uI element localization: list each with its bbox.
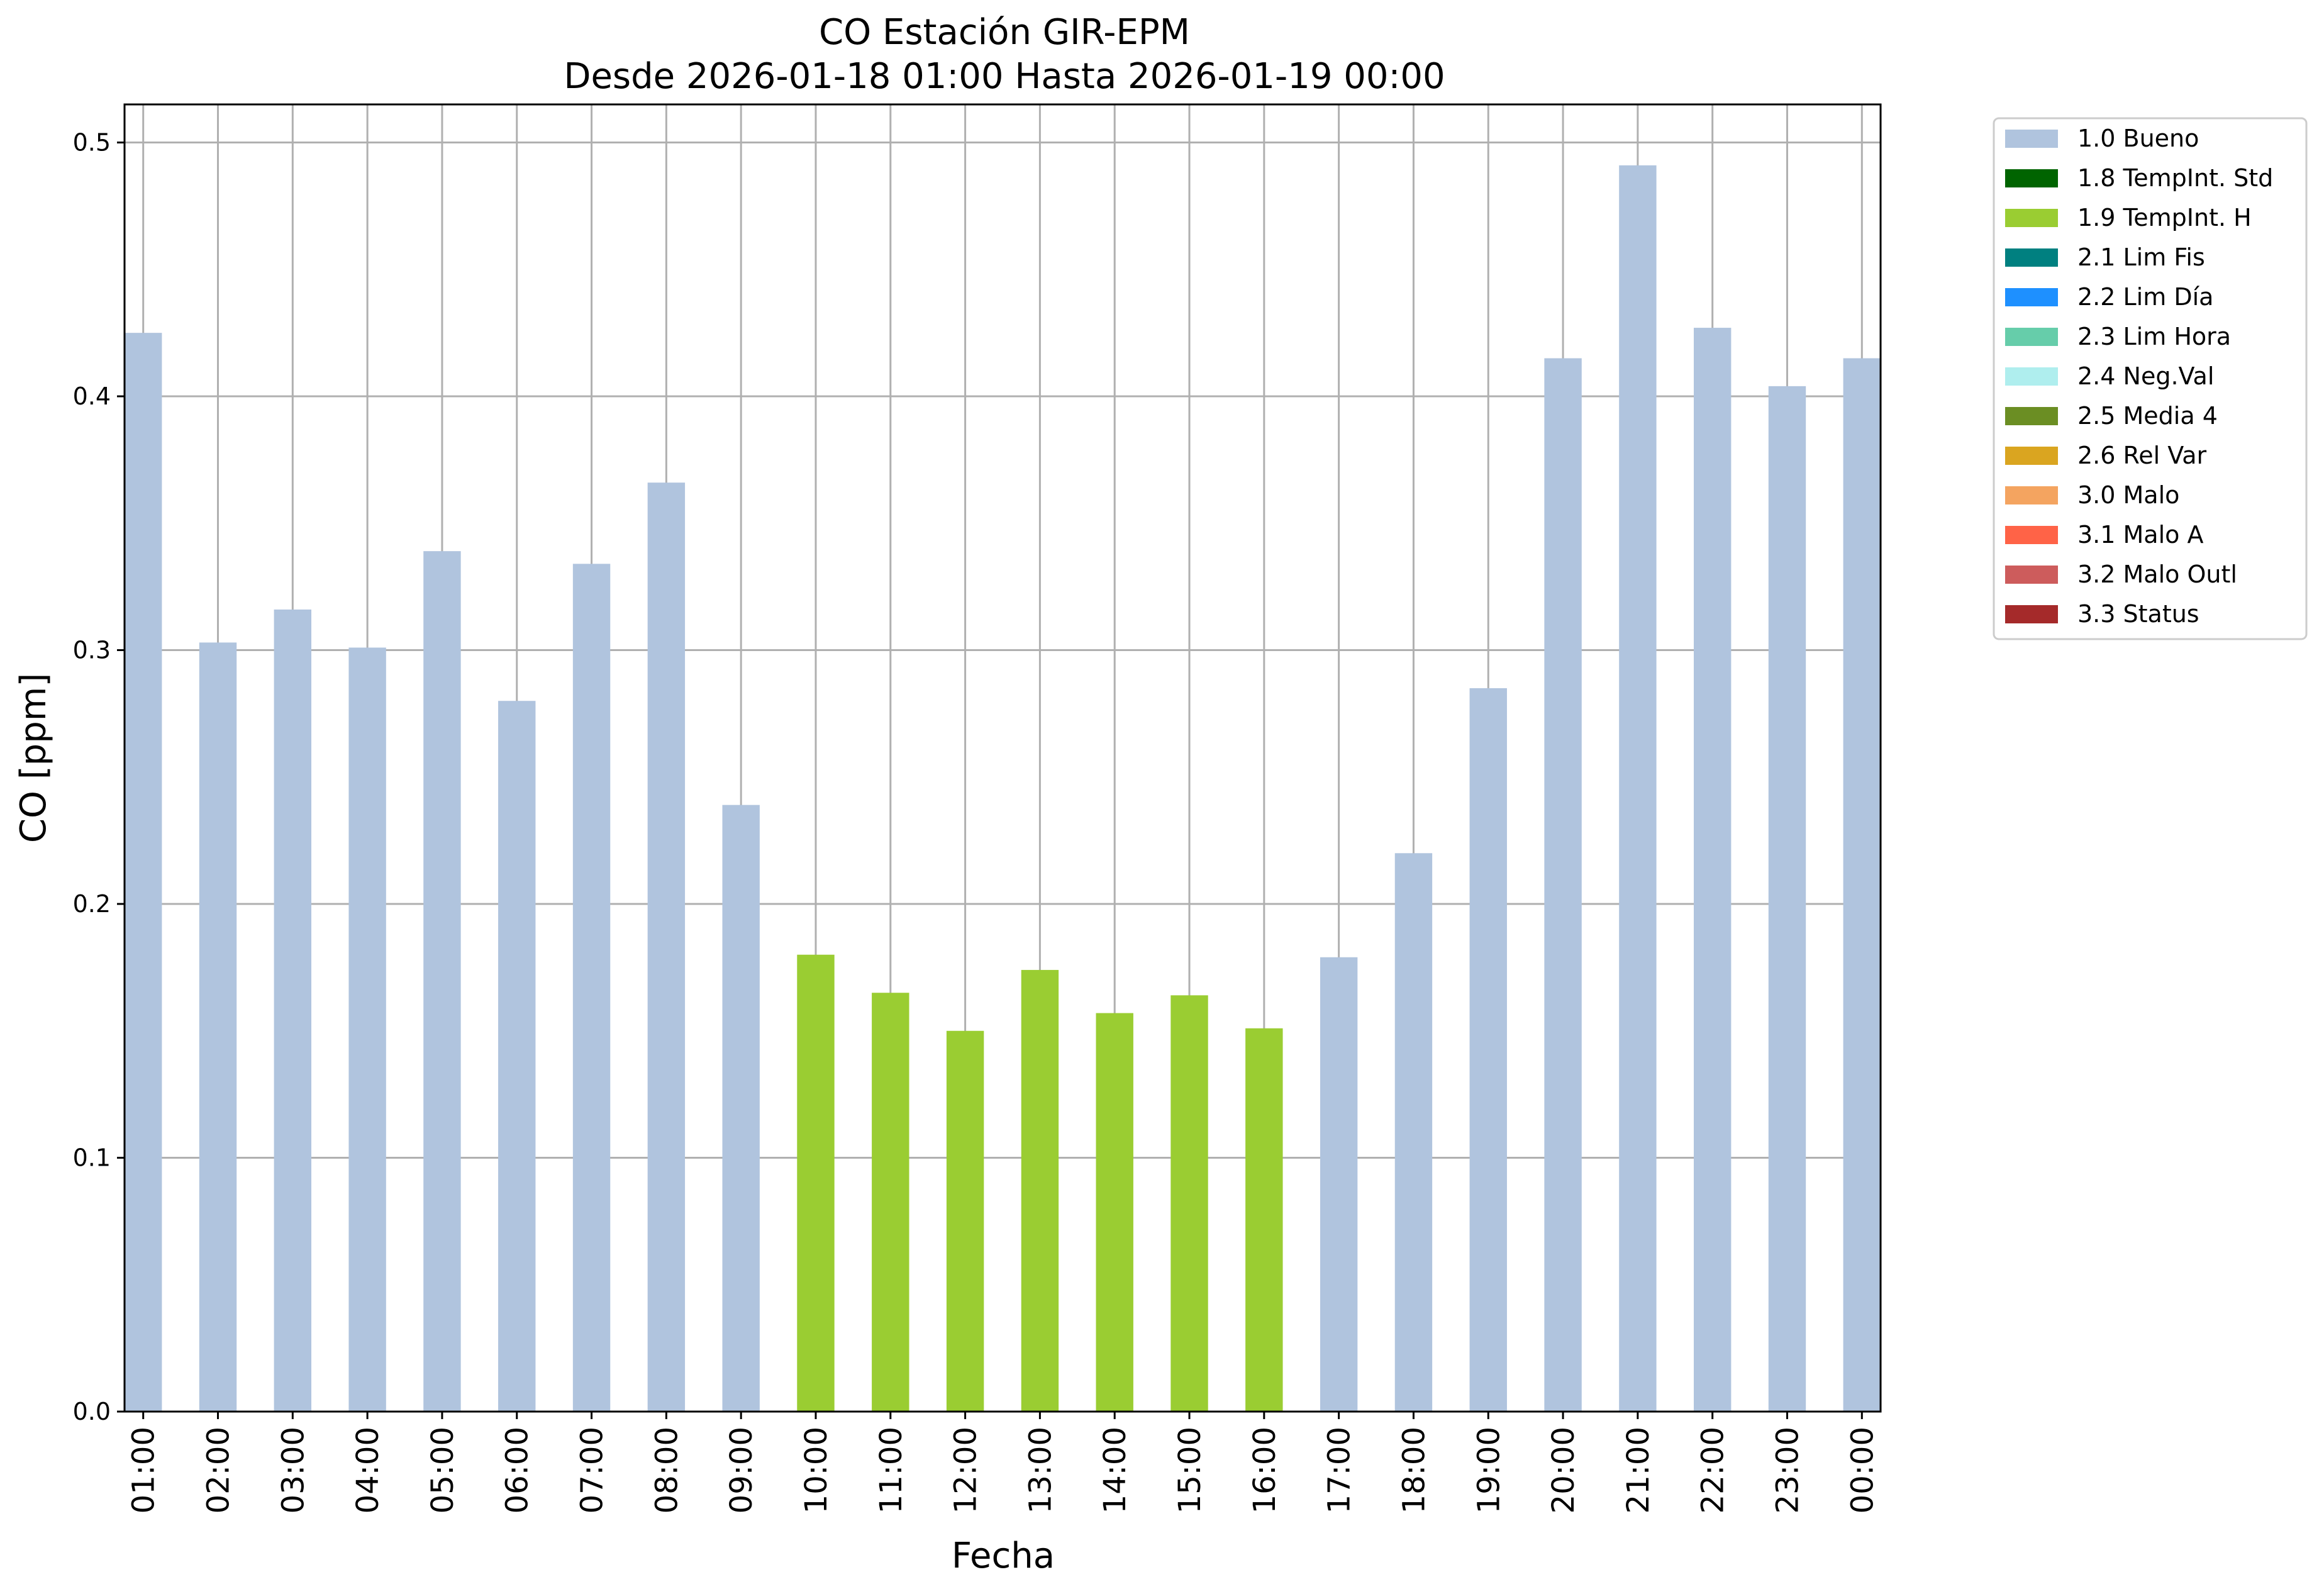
bar (125, 333, 162, 1412)
bar (274, 609, 312, 1412)
y-axis-label: CO [ppm] (13, 673, 54, 843)
bar (423, 551, 461, 1412)
x-tick-label: 03:00 (275, 1427, 311, 1513)
x-tick-label: 21:00 (1621, 1427, 1656, 1513)
y-tick-label: 0.4 (73, 382, 111, 410)
legend-swatch (2005, 407, 2058, 425)
x-tick-label: 10:00 (799, 1427, 834, 1513)
bar (1768, 386, 1806, 1412)
chart-title: CO Estación GIR-EPM (819, 12, 1190, 53)
bar (946, 1030, 984, 1412)
legend-label: 2.5 Media 4 (2077, 402, 2218, 430)
x-tick-label: 18:00 (1396, 1427, 1432, 1513)
bar (1170, 995, 1208, 1412)
x-tick-label: 01:00 (126, 1427, 162, 1513)
bar (1320, 957, 1358, 1412)
bar (572, 564, 611, 1412)
x-axis-label: Fecha (952, 1535, 1055, 1576)
bar (1096, 1013, 1133, 1412)
legend-swatch (2005, 447, 2058, 465)
bar (722, 805, 760, 1412)
legend-label: 3.3 Status (2077, 600, 2199, 628)
legend-swatch (2005, 328, 2058, 346)
bar (647, 482, 686, 1412)
legend-swatch (2005, 605, 2058, 623)
x-tick-label: 14:00 (1098, 1427, 1133, 1513)
bar (199, 642, 237, 1412)
legend: 1.0 Bueno 1.8 TempInt. Std 1.9 TempInt. H 2… (1993, 117, 2308, 640)
y-tick-label: 0.2 (73, 890, 111, 918)
plot-frame (123, 103, 1882, 1413)
y-tick-label: 0.3 (73, 637, 111, 664)
x-tick-label: 17:00 (1322, 1427, 1357, 1513)
bar (797, 954, 835, 1412)
x-tick-label: 22:00 (1696, 1427, 1731, 1513)
bars (125, 165, 1881, 1412)
legend-label: 1.0 Bueno (2077, 125, 2199, 152)
y-tick-label: 0.5 (73, 129, 111, 157)
x-tick-label: 19:00 (1471, 1427, 1506, 1513)
legend-label: 2.2 Lim Día (2077, 283, 2213, 311)
legend-swatch (2005, 248, 2058, 267)
legend-swatch (2005, 288, 2058, 306)
legend-label: 1.9 TempInt. H (2077, 204, 2252, 231)
y-tick-label: 0.0 (73, 1398, 111, 1425)
legend-swatch (2005, 169, 2058, 187)
legend-label: 1.8 TempInt. Std (2077, 164, 2273, 192)
x-tick-label: 06:00 (500, 1427, 535, 1513)
y-tick-label: 0.1 (73, 1144, 111, 1172)
legend-label: 3.2 Malo Outl (2077, 560, 2237, 588)
x-tick-label: 20:00 (1546, 1427, 1581, 1513)
x-tick-label: 16:00 (1247, 1427, 1282, 1513)
x-tick-label: 04:00 (350, 1427, 386, 1513)
legend-label: 3.1 Malo A (2077, 521, 2203, 549)
bar (348, 647, 386, 1412)
legend-swatch (2005, 130, 2058, 148)
legend-label: 2.4 Neg.Val (2077, 362, 2214, 390)
x-tick-label: 08:00 (649, 1427, 684, 1513)
x-tick-label: 07:00 (575, 1427, 610, 1513)
bar (1394, 853, 1433, 1412)
bar (1843, 358, 1881, 1412)
bar (1245, 1028, 1283, 1412)
legend-items: 1.0 Bueno 1.8 TempInt. Std 1.9 TempInt. H 2… (2005, 125, 2273, 628)
x-tick-label: 23:00 (1770, 1427, 1805, 1513)
bar (1469, 688, 1507, 1412)
legend-label: 2.1 Lim Fis (2077, 243, 2205, 271)
x-tick-label: 09:00 (724, 1427, 759, 1513)
legend-label: 2.3 Lim Hora (2077, 323, 2231, 350)
x-tick-label: 11:00 (874, 1427, 909, 1513)
x-tick-label: 05:00 (425, 1427, 460, 1513)
chart-subtitle: Desde 2026-01-18 01:00 Hasta 2026-01-19 … (564, 56, 1445, 97)
x-tick-label: 15:00 (1172, 1427, 1208, 1513)
legend-swatch (2005, 526, 2058, 544)
bar (1021, 969, 1059, 1412)
y-axis-ticks: 0.0 0.1 0.2 0.3 0.4 0.5 (73, 129, 125, 1425)
x-axis-ticks: 01:00 02:00 03:00 04:00 05:00 06:00 07:00 08:00… (126, 1412, 1880, 1513)
legend-swatch (2005, 367, 2058, 386)
x-tick-label: 13:00 (1023, 1427, 1058, 1513)
legend-swatch (2005, 209, 2058, 227)
bar (1693, 328, 1732, 1412)
legend-swatch (2005, 486, 2058, 504)
legend-label: 3.0 Malo (2077, 481, 2179, 509)
x-tick-label: 02:00 (201, 1427, 236, 1513)
legend-label: 2.6 Rel Var (2077, 442, 2207, 469)
x-tick-label: 00:00 (1845, 1427, 1880, 1513)
legend-swatch (2005, 566, 2058, 584)
bar (872, 993, 909, 1412)
bar (1544, 358, 1582, 1412)
bar (1619, 165, 1657, 1412)
x-tick-label: 12:00 (948, 1427, 984, 1513)
bar (498, 701, 536, 1412)
legend-frame (1993, 117, 2308, 640)
